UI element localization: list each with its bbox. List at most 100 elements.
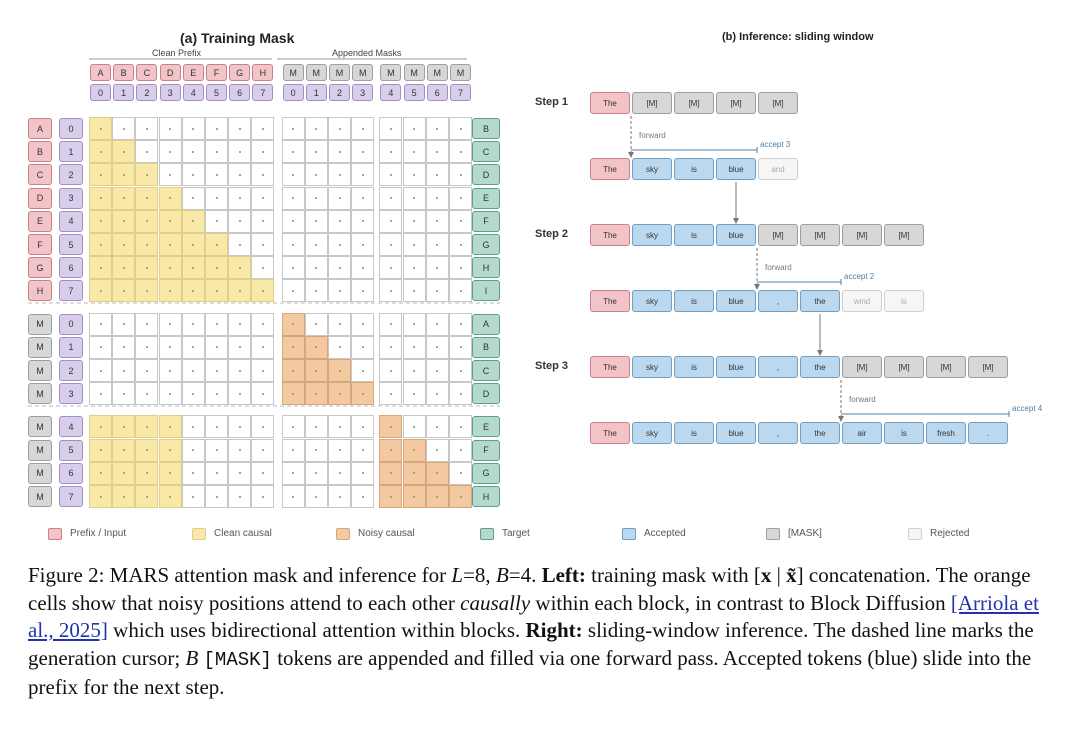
col-token-header: D [159,64,181,81]
accepted-token: sky [632,422,672,444]
mask-cell [228,438,252,462]
accepted-token: , [758,290,798,312]
mask-cell [425,256,449,280]
mask-cell [205,415,228,439]
mask-cell [112,256,136,280]
rejected-token: wind [842,290,882,312]
mask-cell [251,163,275,187]
row-position-label: 4 [59,416,83,438]
mask-cell [205,140,228,164]
mask-cell [89,117,112,140]
mask-cell [402,335,426,359]
mask-cell [281,382,305,406]
mask-cell [425,438,449,462]
mask-cell [89,140,112,164]
mask-cell [251,117,275,140]
row-target-label: E [472,416,500,438]
mask-cell [379,209,403,233]
mask-cell [379,382,403,406]
mask-token: [M] [842,356,882,378]
legend-label: [MASK] [788,528,822,539]
mask-cell [228,163,252,187]
mask-cell [89,256,112,280]
mask-cell [158,233,182,256]
mask-cell [135,117,159,140]
mask-cell [281,163,305,187]
mask-token: [M] [758,224,798,246]
mask-cell [425,461,449,485]
row-target-label: F [472,210,500,232]
mask-cell [402,461,426,485]
mask-cell [304,485,328,508]
clean-prefix-label: Clean Prefix [152,48,202,58]
mask-cell [449,140,472,164]
mask-cell [89,209,112,233]
mask-cell [304,359,328,382]
col-token-header: C [136,64,158,81]
mask-cell [135,438,159,462]
mask-cell [181,233,205,256]
col-token-header: B [113,64,135,81]
mask-cell [351,382,375,406]
mask-cell [351,186,375,210]
mask-token: [M] [842,224,882,246]
mask-cell [251,485,275,508]
mask-cell [449,415,472,439]
mask-cell [379,256,403,280]
mask-cell [379,335,403,359]
mask-cell [135,382,159,406]
col-position-header: 2 [329,84,350,101]
mask-cell [281,461,305,485]
mask-cell [112,140,136,164]
col-position-header: 5 [206,84,227,101]
mask-cell [135,485,159,508]
mask-cell [379,186,403,210]
mask-cell [112,382,136,406]
mask-cell [328,382,351,406]
mask-cell [251,382,275,406]
prefix-token: The [590,92,630,114]
mask-cell [112,209,136,233]
mask-cell [425,140,449,164]
mask-cell [449,163,472,187]
mask-cell [135,209,159,233]
accepted-token: . [968,422,1008,444]
mask-cell [402,279,426,303]
mask-cell [402,382,426,406]
mask-cell [425,485,449,508]
mask-cell [379,461,403,485]
col-position-header: 2 [136,84,158,101]
row-target-label: B [472,336,500,358]
legend-swatch [908,528,922,540]
row-token-label: M [28,416,52,438]
mask-cell [328,312,351,336]
legend-swatch [192,528,206,540]
mask-cell [228,485,252,508]
row-position-label: 0 [59,313,83,335]
accepted-token: sky [632,356,672,378]
mask-cell [449,335,472,359]
col-position-header: 4 [182,84,204,101]
mask-cell [181,312,205,336]
accept-count: accept 3 [760,140,791,149]
mask-cell [449,186,472,210]
training-mask-title: (a) Training Mask [180,30,295,46]
row-token-label: F [28,234,52,255]
mask-cell [112,359,136,382]
mask-cell [449,117,472,140]
row-target-label: G [472,234,500,255]
mask-cell [205,438,228,462]
mask-cell [228,186,252,210]
mask-cell [281,485,305,508]
mask-cell [205,461,228,485]
row-token-label: G [28,257,52,279]
prefix-token: The [590,158,630,180]
mask-cell [135,461,159,485]
mask-cell [425,382,449,406]
mask-cell [158,163,182,187]
mask-cell [351,209,375,233]
citation-link[interactable]: [Arriola et al., 2025] [28,590,1039,643]
row-position-label: 1 [59,141,83,163]
mask-cell [89,335,112,359]
mask-cell [449,438,472,462]
